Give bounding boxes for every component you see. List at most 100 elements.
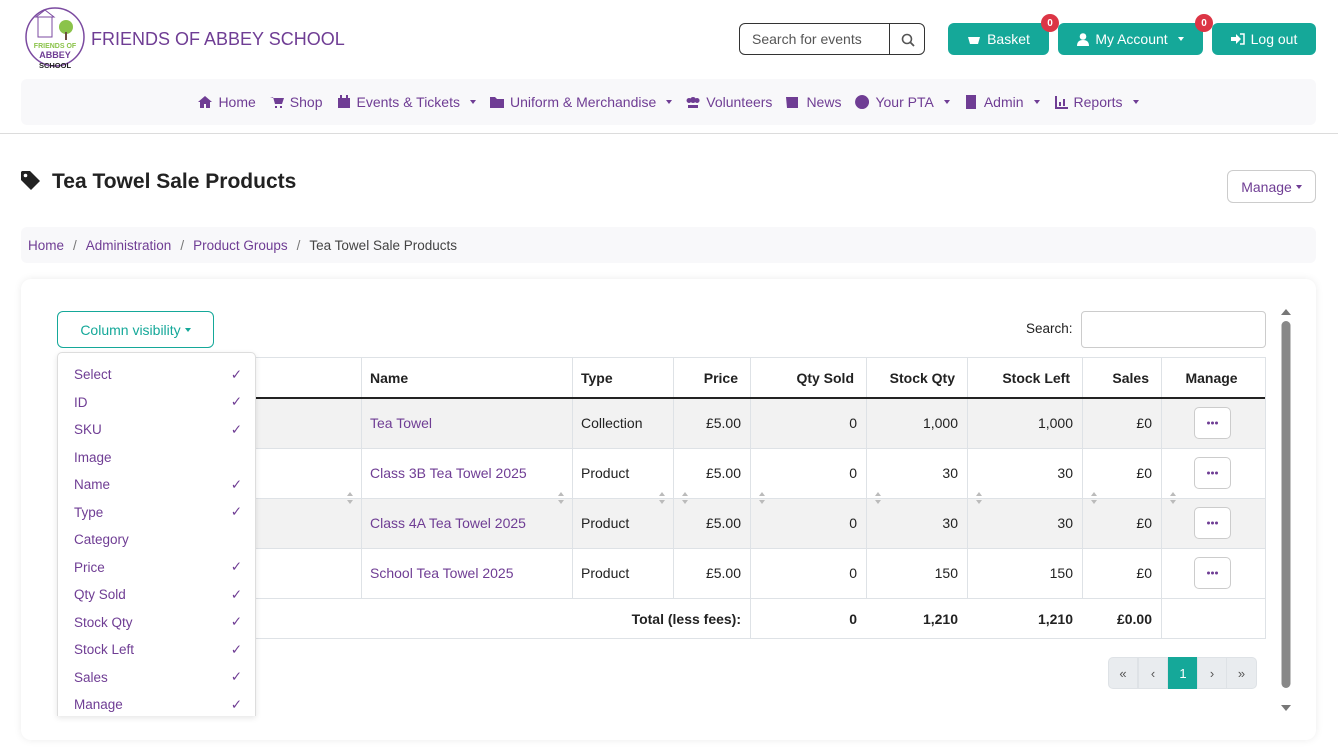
- table-cell[interactable]: Class 4A Tea Towel 2025: [370, 515, 526, 531]
- search-box[interactable]: Search for events: [739, 23, 925, 55]
- logo[interactable]: FRIENDS OF ABBEY SCHOOL: [24, 7, 86, 73]
- column-menu-item[interactable]: Sales ✓: [58, 664, 257, 691]
- page-button[interactable]: ›: [1197, 657, 1227, 689]
- column-border: [866, 357, 867, 598]
- site-name[interactable]: FRIENDS OF ABBEY SCHOOL: [91, 29, 345, 49]
- nav-item[interactable]: News: [786, 94, 841, 110]
- caret: [943, 100, 950, 104]
- column-menu-item[interactable]: Stock Qty ✓: [58, 609, 257, 636]
- column-header[interactable]: Qty Sold: [796, 369, 854, 386]
- column-menu-item[interactable]: SKU ✓: [58, 416, 257, 443]
- column-header[interactable]: Manage: [1185, 369, 1238, 386]
- menu-label: Price: [74, 559, 105, 575]
- ellipsis-icon: [1207, 421, 1218, 425]
- column-header[interactable]: Stock Qty: [889, 369, 955, 386]
- column-menu-item[interactable]: Stock Left ✓: [58, 636, 257, 663]
- column-header[interactable]: Sales: [1112, 369, 1149, 386]
- column-menu-item[interactable]: Select ✓: [58, 361, 257, 388]
- logo-text: ABBEY: [39, 50, 71, 60]
- scrollbar[interactable]: [1279, 305, 1293, 717]
- nav-item[interactable]: Volunteers: [686, 94, 772, 110]
- column-header[interactable]: Type: [581, 369, 613, 386]
- manage-button[interactable]: Manage: [1227, 170, 1316, 203]
- nav-item[interactable]: Home: [198, 94, 256, 110]
- row-menu-button[interactable]: [1194, 507, 1231, 539]
- nav-item[interactable]: Uniform & Merchandise: [489, 94, 673, 110]
- total-cell: 1,210: [1037, 610, 1073, 627]
- column-border: [673, 357, 674, 598]
- nav-item[interactable]: Reports: [1054, 94, 1139, 110]
- column-menu-item[interactable]: Type ✓: [58, 499, 257, 526]
- nav-label: Your PTA: [875, 94, 934, 110]
- checkmark: ✓: [230, 669, 242, 684]
- table-cell[interactable]: Class 3B Tea Towel 2025: [370, 465, 527, 481]
- column-menu-item[interactable]: Price ✓: [58, 554, 257, 581]
- button-label: Basket: [987, 31, 1030, 47]
- column-border: [361, 357, 362, 598]
- cell-border: [1161, 598, 1162, 639]
- column-menu-item[interactable]: Image: [58, 444, 257, 471]
- menu-label: Manage: [74, 697, 123, 712]
- table-cell: £0: [1136, 465, 1152, 481]
- table-cell: 150: [1049, 565, 1073, 581]
- menu-label: ID: [74, 394, 88, 410]
- nav-icon: [198, 96, 213, 108]
- column-border: [1082, 357, 1083, 598]
- nav-icon: [269, 97, 284, 108]
- row-menu-button[interactable]: [1194, 457, 1231, 489]
- account-button[interactable]: My Account: [1058, 23, 1203, 55]
- menu-label: Type: [74, 504, 104, 520]
- column-header[interactable]: Stock Left: [1002, 369, 1070, 386]
- table-search-input[interactable]: [1081, 311, 1266, 348]
- table-cell: 1,000: [1037, 415, 1073, 431]
- nav-item[interactable]: Admin: [964, 94, 1040, 110]
- breadcrumb-item[interactable]: Administration: [85, 237, 172, 253]
- page-button[interactable]: 1: [1168, 657, 1198, 689]
- column-menu-item[interactable]: Category: [58, 526, 257, 553]
- column-menu-item[interactable]: ID ✓: [58, 389, 257, 416]
- page-button[interactable]: ‹: [1138, 657, 1168, 689]
- checkmark: ✓: [230, 366, 242, 382]
- nav-label: News: [806, 94, 842, 110]
- table-cell[interactable]: Tea Towel: [370, 415, 433, 431]
- separator: /: [73, 237, 77, 253]
- nav-label: Uniform & Merchandise: [509, 94, 657, 110]
- sort-icon: [875, 492, 881, 504]
- sort-icon: [759, 492, 765, 504]
- row-border: [57, 598, 1266, 599]
- nav-label: Reports: [1073, 94, 1123, 110]
- column-header[interactable]: Name: [370, 369, 409, 386]
- nav-bar: Home Shop Events & Tickets Uniform & Mercha…: [21, 79, 1316, 125]
- page-button[interactable]: »: [1226, 657, 1257, 689]
- table-cell: Product: [581, 515, 630, 531]
- sort-icon: [682, 492, 688, 504]
- column-menu-item[interactable]: Manage ✓: [58, 691, 257, 718]
- table-cell: Collection: [581, 415, 643, 431]
- breadcrumb-item[interactable]: Product Groups: [193, 237, 288, 253]
- page-button[interactable]: «: [1108, 657, 1138, 689]
- nav-item[interactable]: Shop: [269, 94, 323, 110]
- breadcrumb: Home / Administration / Product Groups / Tea T…: [21, 227, 1316, 263]
- breadcrumb-item[interactable]: Home: [28, 237, 65, 253]
- badge: 0: [1195, 14, 1213, 32]
- row-stripe: [57, 398, 1266, 448]
- column-header[interactable]: Price: [703, 369, 738, 386]
- nav-label: Admin: [983, 94, 1024, 110]
- nav-label: Events & Tickets: [356, 94, 460, 110]
- column-menu-item[interactable]: Qty Sold ✓: [58, 581, 257, 608]
- row-menu-button[interactable]: [1194, 407, 1231, 439]
- sort-icon: [347, 492, 353, 504]
- nav-item[interactable]: Your PTA: [855, 94, 950, 110]
- table-cell: 0: [849, 565, 857, 581]
- nav-item[interactable]: Events & Tickets: [337, 94, 476, 110]
- basket-button[interactable]: Basket: [948, 23, 1049, 55]
- column-visibility-button[interactable]: Column visibility: [57, 311, 214, 348]
- table-cell[interactable]: School Tea Towel 2025: [370, 565, 514, 581]
- nav-icon: [786, 97, 799, 108]
- ellipsis-icon: [1207, 571, 1218, 575]
- logout-button[interactable]: Log out: [1212, 23, 1316, 55]
- column-menu-item[interactable]: Name ✓: [58, 471, 257, 498]
- table-cell: £5.00: [705, 565, 741, 581]
- nav-icon: [337, 95, 350, 108]
- row-menu-button[interactable]: [1194, 557, 1231, 589]
